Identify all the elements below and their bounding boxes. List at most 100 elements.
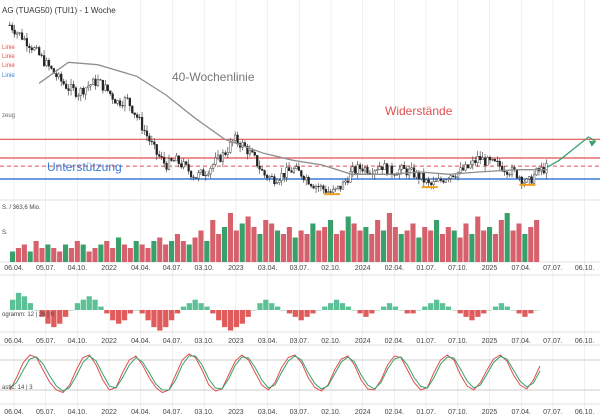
x-axis-tick-label: 03.07. bbox=[290, 338, 310, 345]
candle-body bbox=[528, 176, 531, 180]
macd-panel bbox=[10, 292, 540, 331]
volume-bar bbox=[157, 237, 163, 262]
candle-body bbox=[498, 160, 501, 167]
candle-body bbox=[18, 32, 21, 34]
macd-bar bbox=[10, 299, 16, 310]
candle-body bbox=[106, 84, 109, 91]
candle-body bbox=[363, 167, 367, 172]
candle-body bbox=[116, 100, 119, 104]
macd-bar bbox=[369, 310, 375, 314]
candle-body bbox=[351, 166, 354, 172]
candle-body bbox=[185, 161, 188, 165]
candle-body bbox=[236, 134, 239, 144]
candle-body bbox=[341, 181, 345, 190]
candle-body bbox=[180, 163, 183, 168]
macd-bar bbox=[292, 310, 298, 317]
x-axis-tick-label: 04.10. bbox=[68, 409, 88, 416]
volume-bar bbox=[239, 223, 245, 262]
macd-bar bbox=[404, 310, 410, 314]
stochastic-label: astic: 14 | 3 bbox=[2, 385, 33, 391]
candle-body bbox=[189, 170, 193, 178]
volume-bar bbox=[280, 234, 286, 262]
chart-title: AG (TUAG50) (TUI1) - 1 Woche bbox=[2, 6, 116, 15]
candle-body bbox=[16, 32, 19, 35]
candle-body bbox=[405, 168, 408, 176]
volume-bar bbox=[445, 227, 451, 262]
candle-body bbox=[89, 84, 92, 87]
macd-bar bbox=[157, 310, 163, 331]
stochastic-d-line bbox=[9, 355, 541, 392]
candle-body bbox=[420, 173, 423, 179]
volume-bar bbox=[351, 223, 357, 262]
macd-bar bbox=[439, 303, 446, 310]
candle-body bbox=[454, 176, 457, 178]
candle-body bbox=[302, 176, 305, 181]
candle-body bbox=[133, 112, 136, 115]
macd-bar bbox=[245, 310, 251, 317]
candle-body bbox=[339, 185, 342, 190]
x-axis-tick-label: 05.07. bbox=[36, 338, 56, 345]
volume-bar bbox=[110, 248, 116, 262]
candle-body bbox=[523, 181, 526, 184]
candle-body bbox=[96, 79, 100, 86]
candle-body bbox=[530, 176, 533, 184]
macd-bar bbox=[210, 310, 216, 314]
macd-bar bbox=[80, 299, 86, 310]
candle-body bbox=[72, 84, 75, 89]
macd-bar bbox=[21, 296, 28, 310]
macd-bar bbox=[516, 310, 522, 314]
volume-bar bbox=[86, 251, 92, 262]
macd-bar bbox=[363, 310, 369, 317]
candle-body bbox=[91, 78, 95, 85]
candle-body bbox=[422, 173, 425, 183]
support-annotation: Unterstützung bbox=[47, 160, 122, 174]
candle-body bbox=[219, 154, 222, 162]
x-axis-tick-label: 05.07. bbox=[36, 265, 56, 272]
candle-body bbox=[378, 166, 381, 170]
macd-bar bbox=[392, 306, 399, 310]
x-axis-tick-label: 02.04. bbox=[385, 409, 405, 416]
candle-body bbox=[395, 174, 398, 176]
candle-body bbox=[170, 158, 173, 161]
candle-body bbox=[175, 155, 178, 162]
x-axis-tick-label: 02.04. bbox=[385, 265, 405, 272]
x-axis-tick-label: 03.04. bbox=[258, 409, 278, 416]
candle-body bbox=[400, 165, 403, 170]
volume-bar bbox=[222, 227, 228, 262]
volume-bar bbox=[116, 237, 122, 262]
x-axis-tick-label: 04.07. bbox=[163, 265, 183, 272]
x-axis-tick-label: 06.04. bbox=[4, 409, 24, 416]
candle-body bbox=[131, 105, 134, 114]
macd-bar bbox=[269, 303, 275, 310]
volume-bar bbox=[510, 230, 516, 262]
volume-bar bbox=[398, 234, 404, 262]
candle-body bbox=[388, 165, 391, 175]
candle-body bbox=[319, 185, 323, 188]
candle-body bbox=[109, 90, 112, 94]
candle-body bbox=[253, 152, 256, 156]
candle-body bbox=[28, 45, 31, 48]
side-label: zeug bbox=[2, 113, 15, 119]
volume-bar bbox=[251, 227, 257, 262]
candle-body bbox=[126, 97, 129, 99]
candle-body bbox=[121, 105, 124, 107]
x-axis-tick-label: 2024 bbox=[355, 265, 371, 272]
candle-body bbox=[226, 152, 229, 155]
candle-body bbox=[483, 157, 487, 166]
macd-bar bbox=[51, 310, 57, 328]
macd-bar bbox=[145, 310, 151, 321]
macd-bar bbox=[233, 310, 240, 328]
volume-bar bbox=[357, 230, 363, 262]
x-axis-tick-label: 2025 bbox=[482, 338, 498, 345]
candle-body bbox=[297, 166, 300, 171]
macd-bar bbox=[445, 306, 452, 310]
macd-bar bbox=[434, 299, 440, 310]
candle-body bbox=[163, 156, 166, 164]
volume-bar bbox=[475, 216, 481, 262]
macd-bar bbox=[86, 296, 92, 310]
candle-body bbox=[479, 156, 482, 161]
x-axis-tick-label: 03.07. bbox=[290, 265, 310, 272]
candle-body bbox=[314, 186, 318, 189]
x-axis-tick-label: 2023 bbox=[228, 409, 244, 416]
candle-body bbox=[503, 170, 506, 173]
